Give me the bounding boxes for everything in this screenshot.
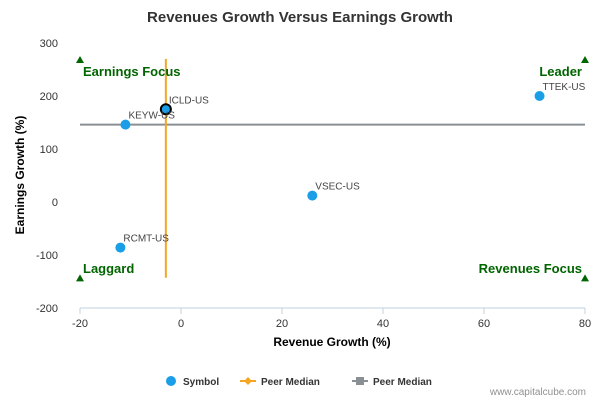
quadrant-label-revenues-focus: Revenues Focus xyxy=(479,261,582,276)
x-tick-label: 40 xyxy=(377,318,389,330)
x-tick-label: 80 xyxy=(579,318,591,330)
y-tick-label: 100 xyxy=(40,144,58,156)
data-point xyxy=(307,190,318,201)
credit-text: www.capitalcube.com xyxy=(489,387,586,398)
data-point xyxy=(120,119,131,130)
y-tick-label: 300 xyxy=(40,38,58,50)
x-tick-label: 20 xyxy=(276,318,288,330)
y-tick-label: 200 xyxy=(40,91,58,103)
legend-square-marker xyxy=(356,377,364,385)
revenues-focus-arrow xyxy=(581,274,589,282)
data-point xyxy=(160,104,171,115)
chart-title: Revenues Growth Versus Earnings Growth xyxy=(147,9,453,26)
data-point xyxy=(115,242,126,253)
y-tick-label: -100 xyxy=(36,250,58,262)
y-axis-label: Earnings Growth (%) xyxy=(13,116,27,235)
data-point-highlight-ring xyxy=(159,103,172,116)
x-axis-label: Revenue Growth (%) xyxy=(273,335,390,349)
legend: Symbol Peer Median Peer Median xyxy=(166,376,432,388)
quadrant-label-laggard: Laggard xyxy=(83,261,134,276)
legend-label-symbol: Symbol xyxy=(183,377,219,388)
x-tick-label: 0 xyxy=(178,318,184,330)
data-point-label: TTEK-US xyxy=(543,82,586,93)
laggard-arrow xyxy=(76,274,84,282)
legend-symbol-marker xyxy=(166,376,176,386)
y-tick-label: 0 xyxy=(52,197,58,209)
x-tick-label: 60 xyxy=(478,318,490,330)
quadrant-label-earnings-focus: Earnings Focus xyxy=(83,64,181,79)
x-tick-label: -20 xyxy=(72,318,88,330)
legend-diamond-marker xyxy=(244,377,252,385)
leader-arrow xyxy=(581,55,589,63)
y-tick-label: -200 xyxy=(36,303,58,315)
data-point-label: KEYW-US xyxy=(128,111,175,122)
data-point-label: VSEC-US xyxy=(315,182,360,193)
data-point-label: ICLD-US xyxy=(169,95,209,106)
quadrant-label-leader: Leader xyxy=(539,64,582,79)
legend-label-peer-median: Peer Median xyxy=(373,377,432,388)
data-point-label: RCMT-US xyxy=(123,234,169,245)
earnings-focus-arrow xyxy=(76,55,84,63)
data-point xyxy=(534,91,545,101)
legend-label-peer-median: Peer Median xyxy=(261,377,320,388)
